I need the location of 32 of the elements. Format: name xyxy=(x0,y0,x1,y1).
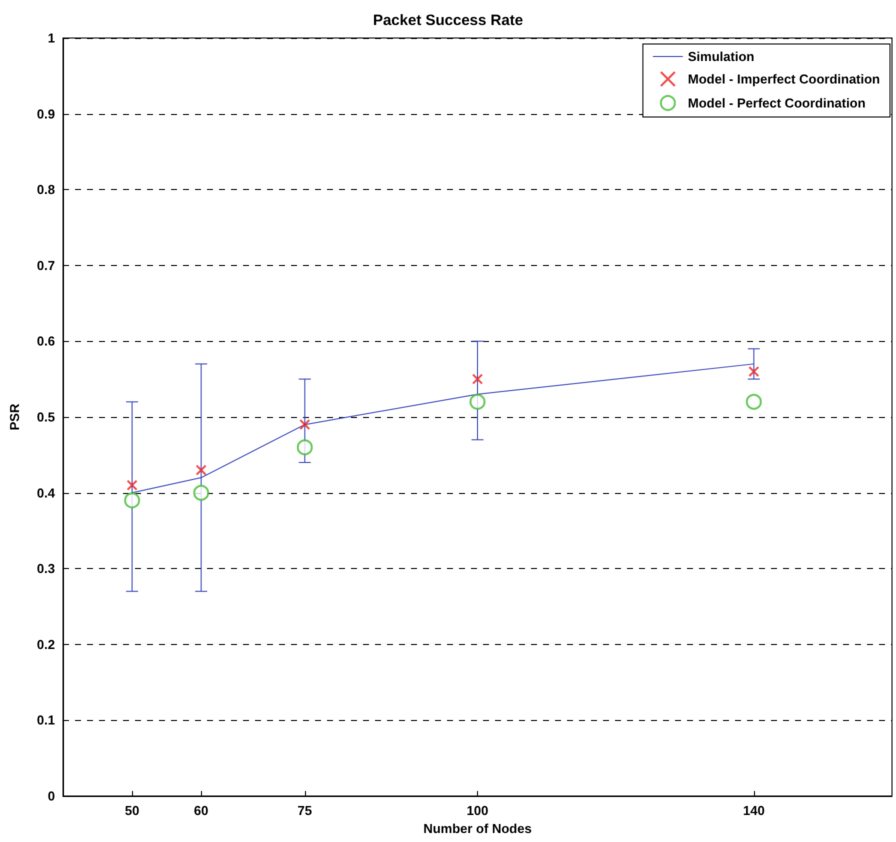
x-tick-label: 60 xyxy=(194,803,208,818)
y-tick-label: 0.8 xyxy=(36,182,55,198)
y-tick-label: 0.4 xyxy=(36,485,56,500)
point xyxy=(470,394,486,410)
point xyxy=(748,366,760,378)
y-tick-label: 1 xyxy=(48,30,55,46)
point xyxy=(193,484,210,501)
point xyxy=(296,439,313,456)
point xyxy=(299,419,310,430)
y-tick-label: 0.5 xyxy=(36,410,55,424)
y-tick-label: 0.6 xyxy=(36,334,55,349)
x-tick-label: 50 xyxy=(124,803,140,818)
legend-label: Simulation xyxy=(688,49,754,64)
y-tick-label: 0.7 xyxy=(36,258,55,273)
y-axis-title: PSR xyxy=(7,403,22,430)
y-tick-label: 0.2 xyxy=(36,636,55,652)
legend-label: Model - Imperfect Coordination xyxy=(688,72,880,86)
x-axis-title: Number of Nodes xyxy=(423,821,532,836)
x-tick-label: 75 xyxy=(298,803,312,818)
y-tick-label: 0.3 xyxy=(36,561,55,576)
x-tick-label: 140 xyxy=(742,803,765,818)
point xyxy=(472,374,483,385)
y-tick-label: 0.9 xyxy=(36,106,55,122)
y-tick-label: 0 xyxy=(48,788,55,804)
point xyxy=(196,464,207,476)
chart-title: Packet Success Rate xyxy=(372,12,524,29)
legend-label: Model - Perfect Coordination xyxy=(688,96,866,110)
point xyxy=(746,394,762,410)
point xyxy=(126,480,138,491)
x-tick-label: 100 xyxy=(466,803,488,818)
y-tick-label: 0.1 xyxy=(36,712,55,728)
point xyxy=(124,492,140,508)
